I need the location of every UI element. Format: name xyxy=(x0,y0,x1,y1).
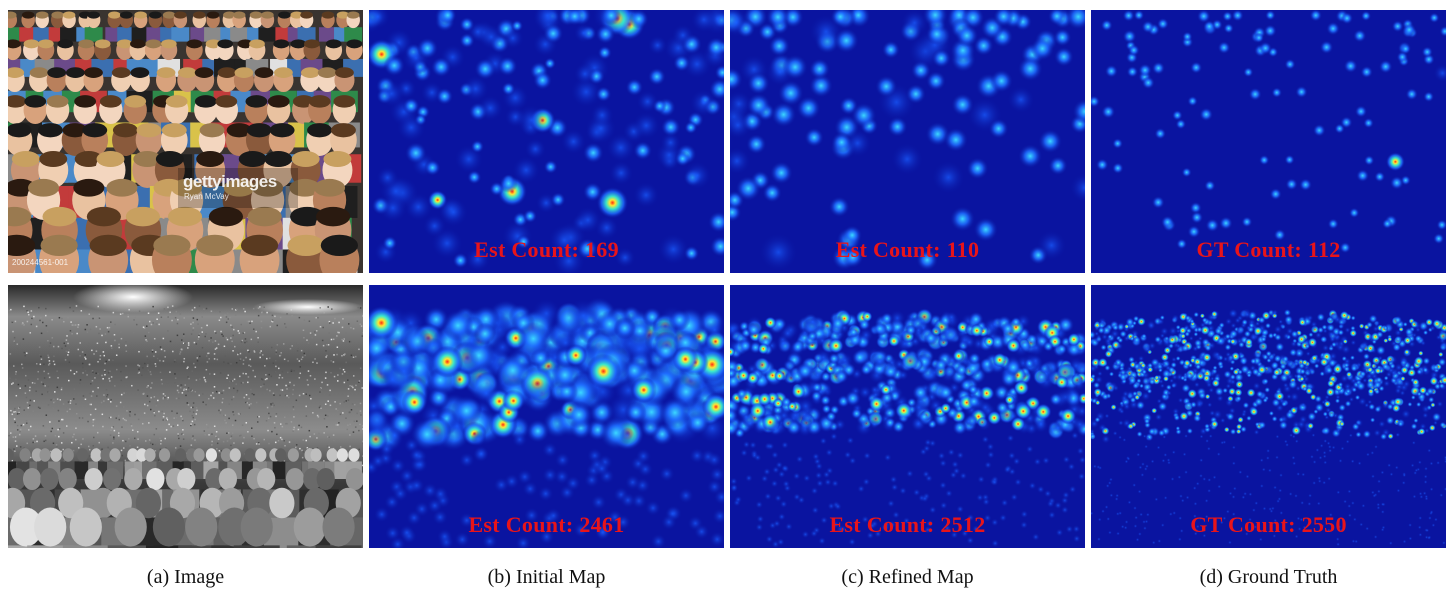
est-count-label: Est Count: 2512 xyxy=(829,512,986,537)
crowd-photo-1: gettyimages Ryan McVay 200244561-001 xyxy=(8,10,363,273)
caption-image: (a) Image xyxy=(146,566,225,588)
crowd-photo-1-image xyxy=(8,10,363,273)
ground-truth-map-1: GT Count: 112 xyxy=(1091,10,1446,273)
watermark-id: 200244561-001 xyxy=(12,258,69,267)
initial-map-2: Est Count: 2461 xyxy=(369,285,724,548)
est-count-label: Est Count: 169 xyxy=(474,237,619,262)
gt-count-label: GT Count: 112 xyxy=(1196,237,1341,262)
refined-map-1: Est Count: 110 xyxy=(730,10,1085,273)
density-map-initial-2 xyxy=(369,285,724,548)
est-count-label: Est Count: 110 xyxy=(835,237,980,262)
density-map-initial-1 xyxy=(369,10,724,273)
density-map-refined-1 xyxy=(730,10,1085,273)
crowd-photo-2 xyxy=(8,285,363,548)
caption-ground-truth: (d) Ground Truth xyxy=(1199,566,1338,588)
crowd-photo-2-image xyxy=(8,285,363,548)
gt-count-label: GT Count: 2550 xyxy=(1190,512,1347,537)
watermark-credit: Ryan McVay xyxy=(184,192,229,201)
est-count-label: Est Count: 2461 xyxy=(468,512,625,537)
watermark-text: gettyimages xyxy=(183,172,277,191)
density-map-gt-1 xyxy=(1091,10,1446,273)
density-map-gt-2 xyxy=(1091,285,1446,548)
density-map-refined-2 xyxy=(730,285,1085,548)
initial-map-1: Est Count: 169 xyxy=(369,10,724,273)
refined-map-2: Est Count: 2512 xyxy=(730,285,1085,548)
caption-initial-map: (b) Initial Map xyxy=(487,566,606,588)
caption-refined-map: (c) Refined Map xyxy=(841,566,974,588)
ground-truth-map-2: GT Count: 2550 xyxy=(1091,285,1446,548)
